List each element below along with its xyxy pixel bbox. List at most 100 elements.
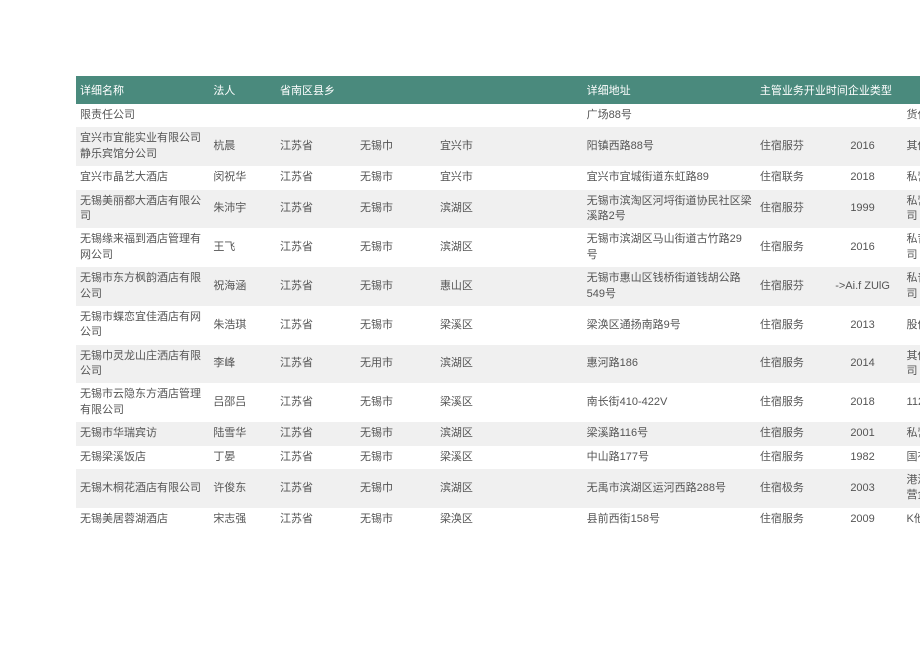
- cell-biz: 住宿服芬: [756, 267, 823, 306]
- cell-name: 无锡市蝶恋宜佳酒店有网公司: [76, 306, 209, 345]
- cell-name: 无锡美丽都大酒店有限公司: [76, 190, 209, 229]
- header-region: 省南区县乡: [276, 76, 583, 104]
- cell-name: 无锡梁溪饭店: [76, 446, 209, 469]
- cell-prov: 江苏省: [276, 190, 356, 229]
- table-header-row: 详细名称 法人 省南区县乡 详细地址 主管业务开业时间企业类型: [76, 76, 920, 104]
- cell-prov: 江苏省: [276, 306, 356, 345]
- cell-legal: 王飞: [209, 228, 276, 267]
- cell-year: 2009: [823, 508, 903, 531]
- cell-dist: [436, 104, 583, 127]
- cell-biz: 住宿服务: [756, 345, 823, 384]
- cell-biz: 住宿服务: [756, 228, 823, 267]
- cell-name: 无锡美居蓉湖酒店: [76, 508, 209, 531]
- cell-prov: 江苏省: [276, 267, 356, 306]
- cell-addr: 县前西街158号: [583, 508, 756, 531]
- cell-prov: 江苏省: [276, 127, 356, 166]
- cell-dist: 梁涣区: [436, 508, 583, 531]
- table-row: 无锡木桐花酒店有限公司许俊东江苏省无锡巾滨湖区无禹市滨湖区运河西路288号住宿极…: [76, 469, 920, 508]
- cell-name: 限责任公司: [76, 104, 209, 127]
- cell-prov: 江苏省: [276, 446, 356, 469]
- cell-type: 货任公司: [903, 104, 920, 127]
- cell-dist: 滨湖区: [436, 228, 583, 267]
- table-row: 无锡市华瑞宾访陆雪华江苏省无锡市滨湖区梁溪路116号住宿服务2001私营独资企业: [76, 422, 920, 445]
- cell-biz: [756, 104, 823, 127]
- cell-year: ->Ai.f ZUlG: [823, 267, 903, 306]
- cell-legal: 朱浩琪: [209, 306, 276, 345]
- cell-prov: 江苏省: [276, 469, 356, 508]
- table-row: 无锡市蝶恋宜佳酒店有网公司朱浩琪江苏省无锡市梁溪区梁涣区通扬南路9号住宿服务20…: [76, 306, 920, 345]
- header-name: 详细名称: [76, 76, 209, 104]
- cell-biz: 住宿联务: [756, 166, 823, 189]
- cell-name: 无锡市东方枫韵酒店有限公司: [76, 267, 209, 306]
- cell-addr: 南长街410-422V: [583, 383, 756, 422]
- cell-legal: 杭晨: [209, 127, 276, 166]
- cell-year: 2018: [823, 166, 903, 189]
- cell-dist: 滨湖区: [436, 345, 583, 384]
- cell-name: 宜兴市晶艺大酒店: [76, 166, 209, 189]
- cell-year: 1982: [823, 446, 903, 469]
- cell-prov: 江苏省: [276, 166, 356, 189]
- cell-prov: 江苏省: [276, 508, 356, 531]
- cell-type: 私营有限责任公司: [903, 190, 920, 229]
- cell-legal: 丁晏: [209, 446, 276, 469]
- cell-dist: 惠山区: [436, 267, 583, 306]
- cell-dist: 滨湖区: [436, 422, 583, 445]
- cell-biz: 住宿服务: [756, 508, 823, 531]
- cell-legal: [209, 104, 276, 127]
- cell-city: 无锡市: [356, 190, 436, 229]
- header-legal: 法人: [209, 76, 276, 104]
- table-row: 无锡市东方枫韵酒店有限公司祝海涵江苏省无锡市惠山区无锡市惠山区钱桥街道钱胡公路5…: [76, 267, 920, 306]
- cell-legal: 李峰: [209, 345, 276, 384]
- cell-dist: 梁溪区: [436, 306, 583, 345]
- table-row: 宜兴市宜能实业有限公司静乐宾馆分公司杭晨江苏省无锡巾宜兴市阳镇西路88号住宿服芬…: [76, 127, 920, 166]
- cell-name: 无锡巾灵龙山庄洒店有限公司: [76, 345, 209, 384]
- page: 详细名称 法人 省南区县乡 详细地址 主管业务开业时间企业类型 限责任公司 广场8…: [0, 0, 920, 531]
- cell-addr: 无锡市惠山区钱桥街道钱胡公路549号: [583, 267, 756, 306]
- cell-type: 私营独资企业: [903, 422, 920, 445]
- table-row: 无锡巾灵龙山庄洒店有限公司李峰江苏省无用市滨湖区惠河路186住宿服务2014其他…: [76, 345, 920, 384]
- cell-addr: 惠河路186: [583, 345, 756, 384]
- cell-biz: 住宿服务: [756, 383, 823, 422]
- cell-biz: 住宿服芬: [756, 190, 823, 229]
- cell-type: 股份有限公司: [903, 306, 920, 345]
- cell-city: 无锡市: [356, 446, 436, 469]
- cell-year: 2003: [823, 469, 903, 508]
- cell-year: 2018: [823, 383, 903, 422]
- cell-addr: 阳镇西路88号: [583, 127, 756, 166]
- cell-addr: 无锡市滨湖区马山街道古竹路29号: [583, 228, 756, 267]
- cell-biz: 住宿服务: [756, 422, 823, 445]
- cell-name: 宜兴市宜能实业有限公司静乐宾馆分公司: [76, 127, 209, 166]
- header-biz: 主管业务开业时间企业类型: [756, 76, 920, 104]
- cell-type: 港澳台商独资经营企业: [903, 469, 920, 508]
- cell-addr: 宜兴市宜城街道东虹路89: [583, 166, 756, 189]
- cell-name: 无锡市云隐东方酒店管理有限公司: [76, 383, 209, 422]
- cell-biz: 住宿服芬: [756, 127, 823, 166]
- cell-dist: 宜兴市: [436, 127, 583, 166]
- cell-year: 2016: [823, 228, 903, 267]
- cell-biz: 住宿服务: [756, 446, 823, 469]
- cell-year: 2016: [823, 127, 903, 166]
- header-address: 详细地址: [583, 76, 756, 104]
- cell-year: 2001: [823, 422, 903, 445]
- cell-type: 其他有限责任公司: [903, 345, 920, 384]
- cell-city: 无锡市: [356, 228, 436, 267]
- cell-legal: 闵祝华: [209, 166, 276, 189]
- cell-prov: 江苏省: [276, 345, 356, 384]
- cell-city: 无锡市: [356, 306, 436, 345]
- cell-city: 无锡市: [356, 422, 436, 445]
- cell-year: [823, 104, 903, 127]
- cell-addr: 广场88号: [583, 104, 756, 127]
- table-row: 无锡美丽都大酒店有限公司朱沛宇江苏省无锡市滨湖区无锡市滨淘区河埒街道协民社区梁溪…: [76, 190, 920, 229]
- cell-city: 无锡巾: [356, 127, 436, 166]
- cell-type: 112份有限公司: [903, 383, 920, 422]
- company-table: 详细名称 法人 省南区县乡 详细地址 主管业务开业时间企业类型 限责任公司 广场8…: [76, 76, 920, 531]
- cell-year: 1999: [823, 190, 903, 229]
- cell-type: K他有限: [903, 508, 920, 531]
- cell-dist: 滨湖区: [436, 190, 583, 229]
- table-row: 限责任公司 广场88号 货任公司: [76, 104, 920, 127]
- table-row: 无锡市云隐东方酒店管理有限公司吕邵吕江苏省无锡市梁溪区南长街410-422V住宿…: [76, 383, 920, 422]
- cell-type: 其他W.责任公司: [903, 127, 920, 166]
- cell-city: 无锡市: [356, 508, 436, 531]
- cell-prov: 江苏省: [276, 383, 356, 422]
- cell-city: 无锡市: [356, 267, 436, 306]
